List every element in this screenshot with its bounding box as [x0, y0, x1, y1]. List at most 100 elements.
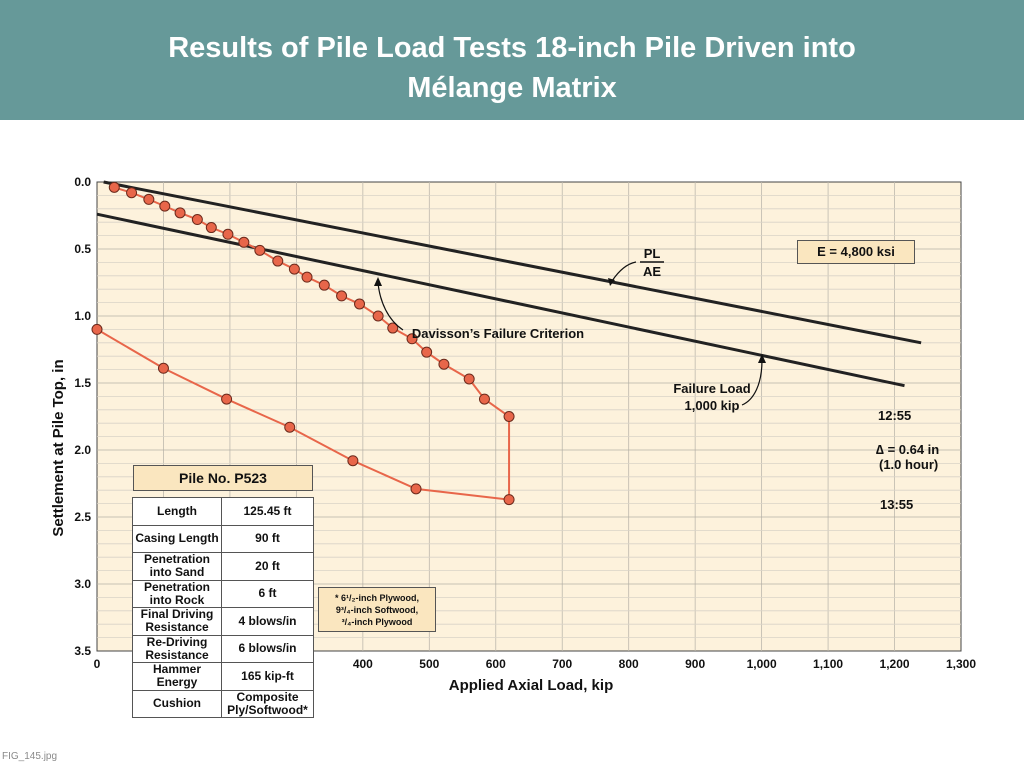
loading-point [421, 346, 433, 358]
loading-point [503, 411, 515, 422]
pile-table-label: Penetration into Rock [132, 579, 222, 608]
x-tick-label: 400 [353, 657, 373, 671]
loading-point [288, 263, 300, 275]
y-tick-label: 2.0 [74, 443, 91, 457]
unloading-point [410, 483, 422, 495]
pile-table-row: Length 125.45 ft [132, 497, 314, 526]
cushion-note-line-1: * 6¹/₂-inch Plywood, [334, 593, 419, 603]
x-tick-label: 1,000 [747, 657, 777, 671]
davisson-criterion-line [96, 212, 905, 388]
slide-title-line-2: Mélange Matrix [407, 72, 617, 104]
loading-point [205, 222, 217, 234]
reference-lines [96, 180, 922, 388]
pile-table-label: Final Driving Resistance [132, 607, 222, 636]
pile-table-value: Composite Ply/Softwood* [221, 689, 314, 718]
x-tick-label: 900 [685, 657, 705, 671]
unloading-point [347, 455, 359, 467]
pl-ae-label: PL AE [640, 246, 664, 279]
delta-label-line-1: ∆ = 0.64 in [876, 442, 939, 457]
elastic-modulus-callout: E = 4,800 ksi [797, 240, 915, 264]
loading-point [174, 207, 186, 219]
pile-properties-rows: Length 125.45 ft Casing Length 90 ft Penetra… [132, 497, 314, 718]
pile-table-title: Pile No. P523 [133, 465, 313, 491]
y-tick-label: 3.0 [74, 577, 91, 591]
loading-point [336, 290, 348, 302]
loading-point [406, 333, 418, 345]
cushion-note: * 6¹/₂-inch Plywood, 9³/₄-inch Softwood,… [318, 587, 436, 632]
pile-table-row: Penetration into Sand 20 ft [132, 552, 314, 581]
pile-table-row: Casing Length 90 ft [132, 524, 314, 553]
pile-table-label: Penetration into Sand [132, 552, 222, 581]
pile-table-value: 6 ft [221, 579, 314, 608]
loading-point [143, 193, 155, 205]
loading-point [478, 393, 490, 405]
loading-point [301, 271, 313, 283]
loading-point [159, 200, 171, 212]
pile-table-value: 125.45 ft [221, 497, 314, 526]
failure-load-leader [741, 359, 763, 406]
pile-table-row: Cushion Composite Ply/Softwood* [132, 689, 314, 718]
x-tick-labels: 0 400 500 600 700 800 900 1,000 1,100 1,200 1,300 [94, 657, 977, 671]
y-axis-label: Settlement at Pile Top, in [50, 359, 67, 536]
unloading-point [284, 421, 296, 433]
pile-table-label: Length [132, 497, 222, 526]
pl-numerator: PL [644, 246, 661, 261]
failure-load-label-line-1: Failure Load [673, 381, 750, 396]
pl-denominator: AE [643, 264, 661, 279]
pl-leader [611, 261, 637, 282]
y-tick-label: 2.5 [74, 510, 91, 524]
pile-table-label: Cushion [132, 689, 222, 718]
pile-table-value: 4 blows/in [221, 607, 314, 636]
unloading-point [91, 323, 103, 335]
loading-point [438, 358, 450, 370]
title-bar [0, 0, 1024, 120]
pile-table-label: Hammer Energy [132, 662, 222, 691]
pile-table-value: 90 ft [221, 524, 314, 553]
x-tick-label: 800 [619, 657, 639, 671]
pile-table-label: Re-Driving Resistance [132, 634, 222, 663]
figure-label: FIG_145.jpg [2, 751, 58, 762]
unloading-point [221, 393, 233, 405]
failure-load-label-line-2: 1,000 kip [685, 398, 740, 413]
x-tick-label: 600 [486, 657, 506, 671]
loading-point [191, 214, 203, 226]
delta-label-line-2: (1.0 hour) [879, 457, 938, 472]
loading-point [503, 494, 515, 506]
loading-point [254, 244, 266, 256]
cushion-note-line-2: 9³/₄-inch Softwood, [335, 605, 419, 615]
davisson-label: Davisson’s Failure Criterion [412, 326, 584, 341]
pile-table-row: Hammer Energy 165 kip-ft [132, 662, 314, 691]
loading-point [387, 322, 399, 334]
pl-leader-arrowhead [608, 278, 615, 286]
unloading-point [157, 362, 169, 374]
pile-table-label: Casing Length [132, 524, 222, 553]
loading-point [354, 298, 366, 310]
loading-point [272, 255, 284, 267]
loading-point [372, 310, 384, 322]
loading-point [238, 236, 250, 248]
y-tick-label: 3.5 [74, 644, 91, 658]
pile-properties-table: Length 125.45 ft Casing Length 90 ft Penetra… [132, 497, 314, 718]
x-tick-label: 1,100 [813, 657, 843, 671]
y-tick-labels: 0.0 0.5 1.0 1.5 2.0 2.5 3.0 3.5 [74, 175, 91, 658]
pile-table-value: 20 ft [221, 552, 314, 581]
y-tick-label: 1.0 [74, 309, 91, 323]
y-tick-label: 0.0 [74, 175, 91, 189]
loading-point [463, 373, 475, 385]
loading-point [108, 181, 120, 193]
time-end-label: 13:55 [880, 497, 913, 512]
markers [91, 181, 515, 506]
x-tick-label: 700 [552, 657, 572, 671]
x-tick-label: 0 [94, 657, 101, 671]
pile-table-row: Re-Driving Resistance 6 blows/in [132, 634, 314, 663]
slide-title: Results of Pile Load Tests 18-inch Pile … [0, 28, 1024, 108]
loading-point [126, 187, 138, 199]
failure-load-leader-arrowhead [758, 354, 766, 363]
davisson-leader-arrowhead [374, 277, 382, 286]
slide-title-line-1: Results of Pile Load Tests 18-inch Pile … [168, 32, 856, 64]
x-tick-label: 1,300 [946, 657, 976, 671]
pile-table-row: Penetration into Rock 6 ft [132, 579, 314, 608]
loading-point [222, 228, 234, 240]
y-tick-label: 0.5 [74, 242, 91, 256]
pile-table-row: Final Driving Resistance 4 blows/in [132, 607, 314, 636]
